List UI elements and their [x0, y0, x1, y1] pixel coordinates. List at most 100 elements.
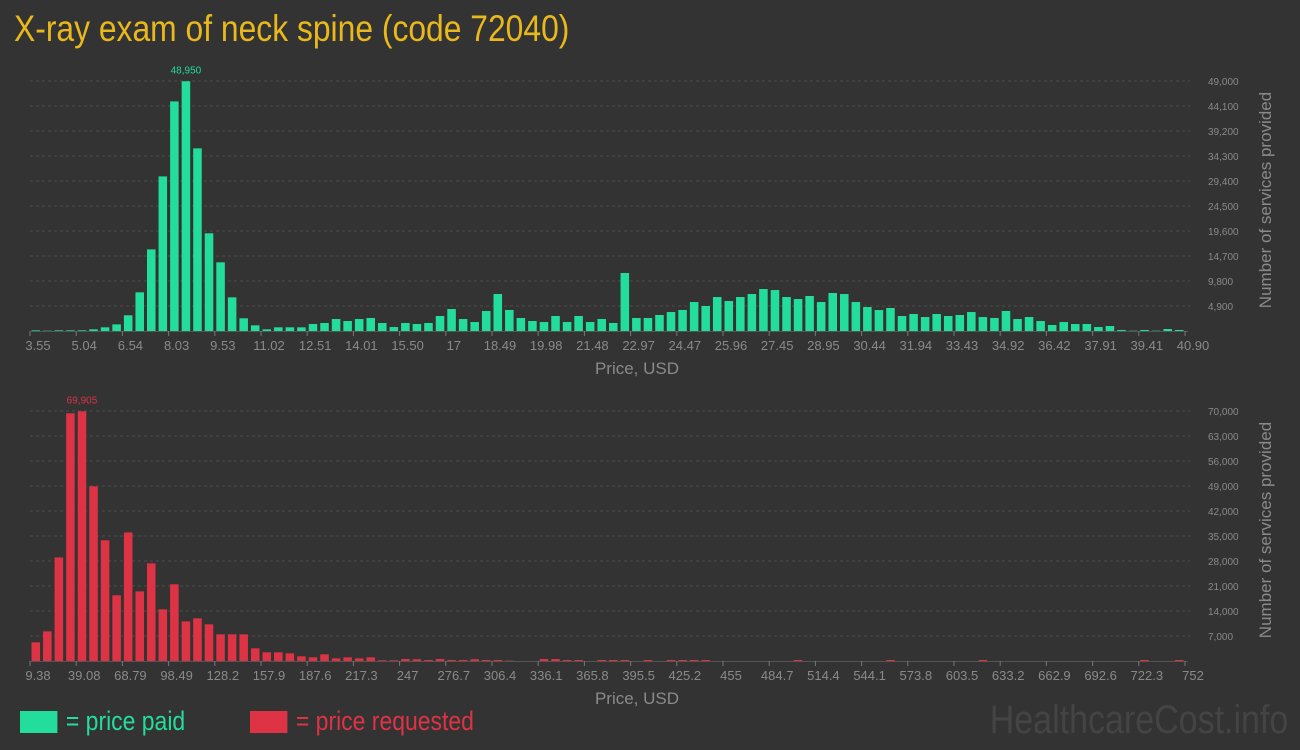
- y-tick-label: 4,900: [1208, 302, 1233, 313]
- x-tick-label: 24.47: [669, 338, 702, 353]
- bar: [1174, 660, 1184, 661]
- x-tick-label: 30.44: [853, 338, 886, 353]
- bar: [793, 299, 803, 331]
- x-tick-label: 544.1: [853, 668, 886, 683]
- bar: [158, 176, 168, 331]
- bar: [551, 659, 560, 661]
- x-tick-label: 98.49: [160, 668, 193, 683]
- bar: [874, 310, 884, 331]
- bar: [851, 302, 861, 331]
- x-axis-title: Price, USD: [595, 359, 679, 378]
- peak-value-label: 69,905: [67, 395, 98, 406]
- bar: [805, 296, 814, 331]
- bar: [712, 297, 722, 331]
- x-tick-label: 247: [397, 668, 419, 683]
- x-tick-label: 128.2: [207, 668, 240, 683]
- bar: [609, 322, 618, 331]
- x-tick-label: 40.90: [1177, 338, 1210, 353]
- bar: [274, 652, 283, 661]
- bar: [147, 563, 156, 661]
- bar: [77, 330, 87, 331]
- bar: [943, 316, 953, 331]
- bar: [447, 660, 456, 661]
- x-tick-label: 662.9: [1038, 668, 1071, 683]
- y-tick-label: 34,300: [1208, 152, 1239, 163]
- bar: [816, 302, 826, 331]
- x-tick-label: 336.1: [530, 668, 563, 683]
- bar: [354, 319, 364, 331]
- y-tick-label: 7,000: [1208, 632, 1233, 643]
- bar: [886, 660, 895, 661]
- bar: [643, 317, 653, 331]
- bar: [1047, 324, 1057, 331]
- bar: [632, 317, 641, 331]
- bar: [747, 294, 757, 331]
- bar: [297, 327, 306, 331]
- bar: [528, 321, 537, 331]
- x-tick-label: 39.41: [1131, 338, 1164, 353]
- y-tick-label: 63,000: [1208, 432, 1239, 443]
- x-tick-label: 14.01: [345, 338, 378, 353]
- bar: [990, 317, 999, 331]
- bar: [574, 660, 583, 661]
- x-tick-label: 9.38: [25, 668, 50, 683]
- bar: [493, 660, 503, 661]
- bar: [285, 653, 295, 661]
- bar: [493, 294, 503, 331]
- bar: [31, 642, 41, 661]
- legend-requested: = price requested: [250, 706, 474, 737]
- peak-value-label: 48,950: [171, 65, 202, 76]
- x-tick-label: 514.4: [807, 668, 840, 683]
- x-tick-label: 37.91: [1084, 338, 1117, 353]
- x-tick-label: 18.49: [484, 338, 517, 353]
- bar: [609, 660, 618, 661]
- bar: [539, 322, 549, 331]
- bar: [724, 301, 734, 331]
- bar: [89, 486, 98, 661]
- bar: [689, 302, 699, 331]
- bar: [678, 660, 687, 661]
- bar: [158, 609, 168, 661]
- bar: [274, 327, 283, 331]
- bar: [435, 316, 445, 331]
- bar: [470, 322, 479, 331]
- bar: [1013, 319, 1022, 331]
- bar: [389, 660, 399, 661]
- bar: [204, 233, 214, 331]
- bar: [1140, 660, 1149, 661]
- bar: [262, 652, 272, 661]
- bar: [100, 540, 110, 661]
- bar: [297, 656, 306, 661]
- bar: [54, 330, 64, 331]
- bar: [123, 315, 133, 331]
- x-tick-label: 8.03: [164, 338, 189, 353]
- bar: [505, 309, 514, 331]
- bar: [701, 660, 710, 661]
- x-tick-label: 34.92: [992, 338, 1025, 353]
- bar: [204, 624, 214, 661]
- legend-paid: = price paid: [20, 706, 185, 737]
- x-tick-label: 633.2: [992, 668, 1025, 683]
- x-tick-label: 395.5: [622, 668, 655, 683]
- y-tick-label: 35,000: [1208, 532, 1239, 543]
- watermark-logo: HealthcareCost.info: [989, 698, 1288, 742]
- x-tick-label: 306.4: [484, 668, 517, 683]
- bar: [1140, 329, 1149, 331]
- bar: [828, 292, 837, 331]
- x-tick-label: 22.97: [622, 338, 655, 353]
- y-tick-label: 28,000: [1208, 557, 1239, 568]
- y-tick-label: 39,200: [1208, 127, 1239, 138]
- x-tick-label: 21.48: [576, 338, 609, 353]
- x-tick-label: 39.08: [68, 668, 101, 683]
- bar: [955, 314, 965, 331]
- bar: [1024, 317, 1034, 331]
- bar: [597, 319, 606, 331]
- bar: [331, 319, 341, 331]
- bar: [1059, 322, 1068, 331]
- bar: [1117, 329, 1126, 331]
- bar: [343, 657, 352, 661]
- bar: [31, 330, 41, 331]
- bar: [412, 659, 422, 661]
- bar: [458, 660, 468, 661]
- bar: [354, 658, 364, 661]
